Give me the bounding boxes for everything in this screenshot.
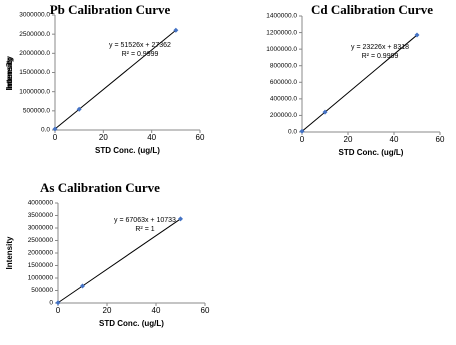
x-tick-label: 20 [103,306,112,315]
data-point [173,27,179,33]
equation: R² = 0.9999 [122,51,159,58]
y-tick-label: 1500000 [28,262,54,269]
x-axis-title: STD Conc. (ug/L) [99,319,164,328]
x-tick-label: 60 [201,306,210,315]
data-point [299,128,305,134]
x-tick-label: 20 [99,133,108,142]
y-tick-label: 500000.0 [23,108,50,115]
equation: R² = 1 [135,226,154,233]
y-tick-label: 400000.0 [270,96,297,103]
data-point [52,126,58,132]
y-tick-label: 0.0 [41,127,50,134]
x-tick-label: 40 [147,133,156,142]
y-tick-label: 1000000.0 [19,88,50,95]
chart-title: Cd Calibration Curve [311,2,433,17]
y-tick-label: 2000000.0 [19,50,50,57]
x-axis-title: STD Conc. (ug/L) [95,146,160,155]
chart-title: As Calibration Curve [40,180,160,195]
y-tick-label: 0 [49,300,53,307]
x-tick-label: 40 [152,306,161,315]
y-tick-label: 1400000.0 [266,13,297,20]
y-tick-label: 3000000.0 [19,12,50,19]
y-tick-label: 2500000 [28,237,54,244]
data-point [322,109,328,115]
y-tick-label: 3000000 [28,225,54,232]
x-tick-label: 40 [390,135,399,144]
y-tick-label: 1200000.0 [266,29,297,36]
data-point [414,32,420,38]
x-axis-title: STD Conc. (ug/L) [339,148,404,157]
data-point [76,106,82,112]
y-tick-label: 2500000.0 [19,31,50,38]
equation: y = 67063x + 10733 [114,217,176,224]
y-tick-label: 600000.0 [270,79,297,86]
x-tick-label: 0 [56,306,61,315]
data-point [80,283,85,289]
y-tick-label: 3500000 [28,212,54,219]
y-tick-label: 4000000 [28,200,54,207]
y-tick-label: 0.0 [288,129,297,136]
equation: R² = 0.9999 [362,53,399,60]
y-axis-title: Intensity [5,57,14,90]
y-tick-label: 800000.0 [270,62,297,69]
x-tick-label: 60 [436,135,445,144]
y-axis-title: Intensity [5,236,14,269]
x-tick-label: 0 [53,133,58,142]
y-tick-label: 1000000.0 [266,46,297,53]
y-tick-label: 1000000 [28,275,54,282]
y-tick-label: 200000.0 [270,112,297,119]
y-tick-label: 1500000.0 [19,69,50,76]
x-tick-label: 20 [344,135,353,144]
data-point [55,300,61,306]
chart-title: Pb Calibration Curve [50,2,171,17]
y-axis-title: Intensity [5,56,14,89]
x-tick-label: 60 [196,133,205,142]
equation: y = 51526x + 27362 [109,42,171,49]
y-tick-label: 500000 [31,287,53,294]
trend-line [57,218,181,304]
data-point [178,216,183,222]
y-tick-label: 2000000 [28,250,54,257]
equation: y = 23226x + 8318 [351,44,409,51]
x-tick-label: 0 [300,135,305,144]
